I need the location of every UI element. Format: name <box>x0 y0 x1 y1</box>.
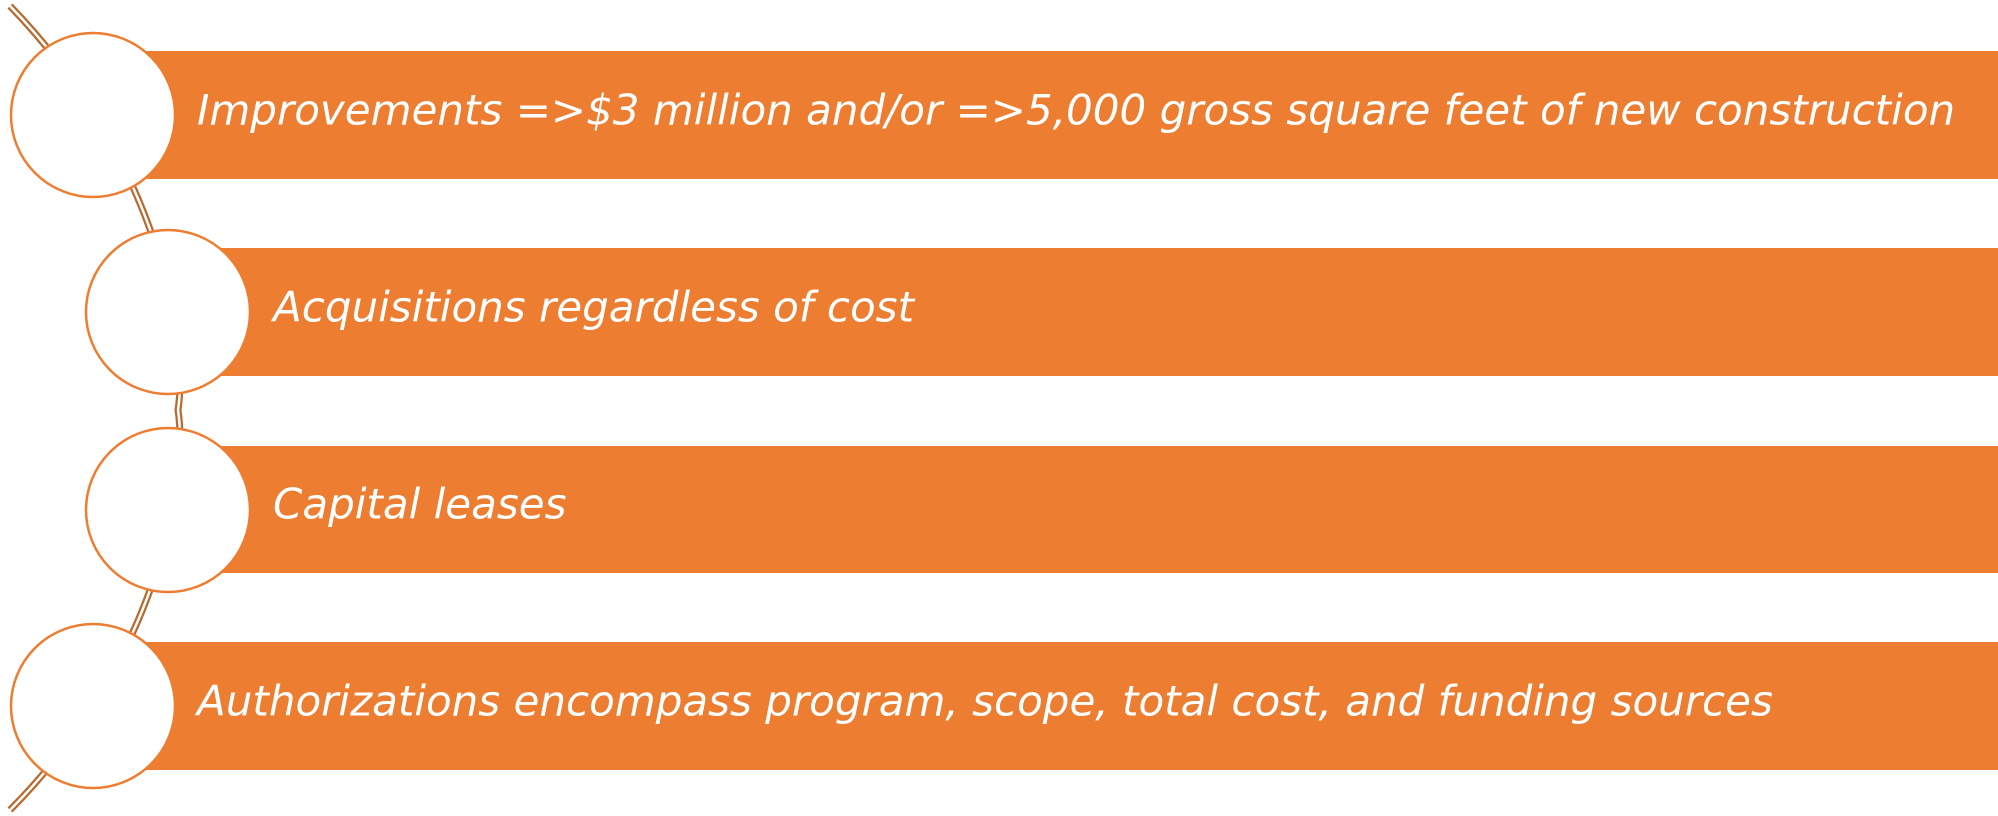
circle <box>9 622 177 790</box>
item-text: Capital leases <box>273 480 566 529</box>
bar <box>127 642 1998 770</box>
item-text: Acquisitions regardless of cost <box>270 283 916 332</box>
circle <box>84 228 252 396</box>
item-text: Improvements =>$3 million and/or =>5,000… <box>197 86 1955 135</box>
circles <box>9 31 252 790</box>
bar <box>200 248 1998 376</box>
circle <box>9 31 177 199</box>
bar <box>200 446 1998 573</box>
bar <box>127 51 1998 179</box>
circle <box>84 426 252 594</box>
bars <box>127 51 1998 770</box>
item-text: Authorizations encompass program, scope,… <box>194 677 1773 726</box>
